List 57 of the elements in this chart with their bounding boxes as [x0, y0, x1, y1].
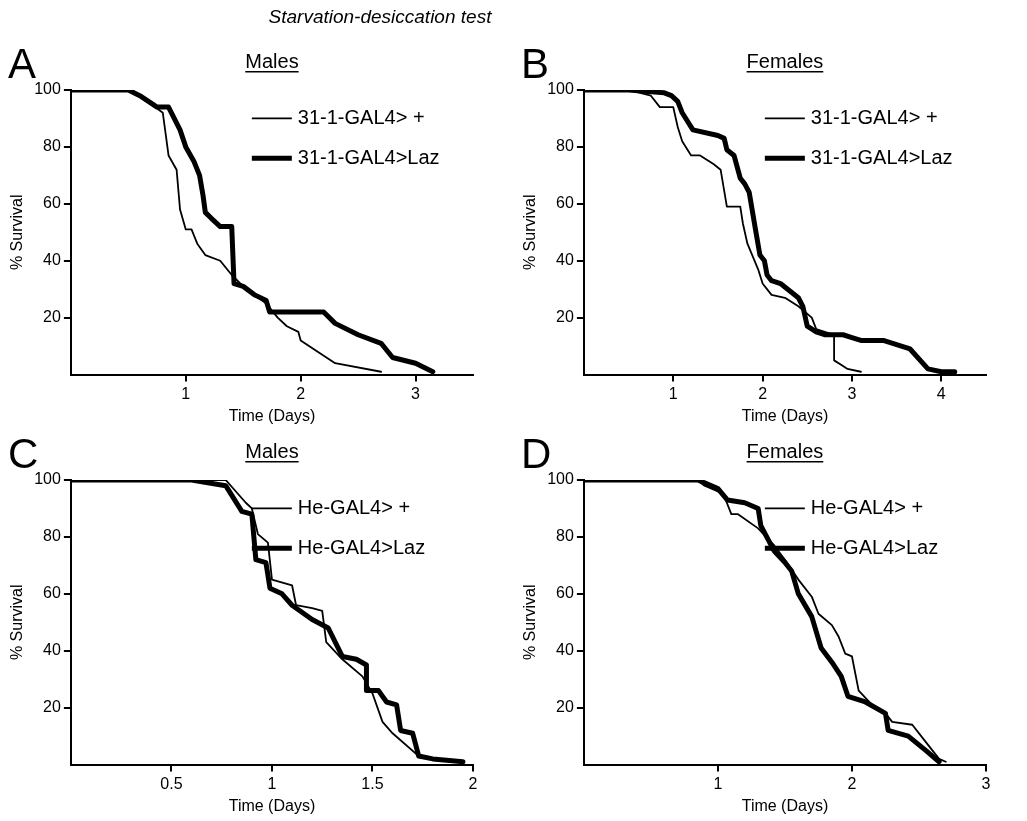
y-tick-label: 20: [43, 698, 61, 716]
x-tick-label: 3: [981, 774, 991, 792]
chart-title: Males: [245, 50, 299, 72]
chart-title: Males: [245, 440, 299, 462]
text: A: [8, 40, 36, 87]
y-tick-label: 100: [547, 80, 574, 98]
y-tick-label: 60: [556, 584, 574, 602]
x-tick-label: 2: [296, 384, 306, 402]
legend-label: 31-1-GAL4>Laz: [297, 145, 440, 168]
x-axis-title: Time (Days): [228, 796, 316, 814]
legend-label: He-GAL4>Laz: [810, 535, 939, 558]
text: B: [521, 40, 549, 87]
x-tick-label: 4: [936, 384, 946, 402]
x-tick-label: 1: [668, 384, 678, 402]
x-tick-label: 3: [411, 384, 421, 402]
y-axis-title: % Survival: [521, 584, 539, 661]
y-axis-title: % Survival: [8, 584, 26, 661]
y-axis-title: % Survival: [8, 194, 26, 271]
y-tick-label: 60: [556, 194, 574, 212]
y-tick-label: 60: [43, 584, 61, 602]
x-tick-label: 1: [267, 774, 277, 792]
legend-label: He-GAL4> +: [297, 495, 411, 518]
x-tick-label: 3: [847, 384, 857, 402]
legend-label: He-GAL4>Laz: [297, 535, 426, 558]
y-tick-label: 80: [43, 527, 61, 545]
y-tick-label: 100: [34, 80, 61, 98]
y-tick-label: 20: [43, 308, 61, 326]
x-axis-title: Time (Days): [228, 406, 316, 424]
x-axis-title: Time (Days): [741, 796, 829, 814]
y-tick-label: 20: [556, 698, 574, 716]
y-tick-label: 20: [556, 308, 574, 326]
x-tick-label: 1.5: [361, 774, 384, 792]
legend-label: 31-1-GAL4> +: [297, 105, 425, 128]
y-tick-label: 80: [556, 527, 574, 545]
y-tick-label: 80: [556, 137, 574, 155]
y-tick-label: 100: [547, 470, 574, 488]
x-tick-label: 2: [468, 774, 478, 792]
y-tick-label: 40: [556, 641, 574, 659]
x-tick-label: 2: [847, 774, 857, 792]
legend-label: 31-1-GAL4> +: [810, 105, 938, 128]
y-tick-label: 40: [556, 251, 574, 269]
legend-label: 31-1-GAL4>Laz: [810, 145, 953, 168]
y-axis-title: % Survival: [521, 194, 539, 271]
legend-label: He-GAL4> +: [810, 495, 924, 518]
chart-title: Females: [746, 440, 824, 462]
y-tick-label: 40: [43, 251, 61, 269]
chart-title: Females: [746, 50, 824, 72]
x-tick-label: 1: [713, 774, 723, 792]
y-tick-label: 60: [43, 194, 61, 212]
y-tick-label: 80: [43, 137, 61, 155]
x-tick-label: 0.5: [160, 774, 183, 792]
text: Starvation-desiccation test: [267, 6, 493, 28]
x-tick-label: 2: [758, 384, 768, 402]
y-tick-label: 100: [34, 470, 61, 488]
x-axis-title: Time (Days): [741, 406, 829, 424]
y-tick-label: 40: [43, 641, 61, 659]
x-tick-label: 1: [181, 384, 191, 402]
